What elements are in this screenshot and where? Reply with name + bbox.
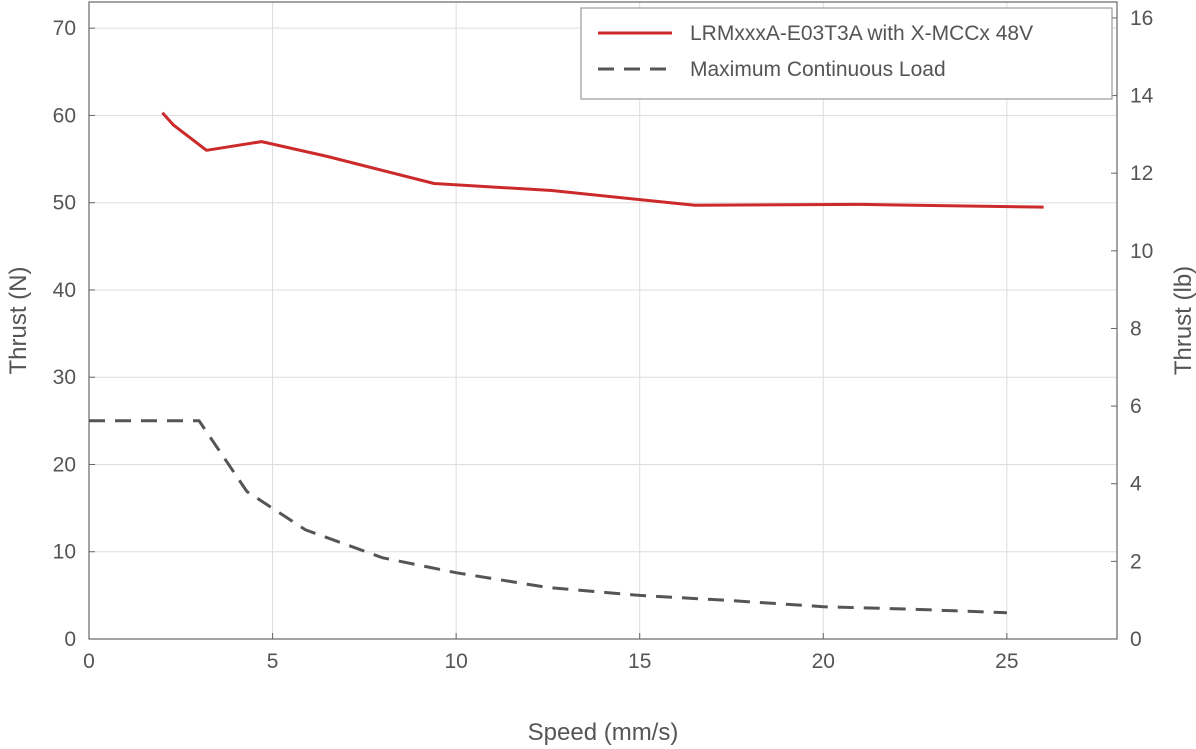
y2-tick-label: 4	[1130, 473, 1142, 496]
series-max-continuous-load-line	[89, 419, 1007, 615]
x-tick-label: 10	[444, 650, 467, 673]
y-axis-title: Thrust (N)	[5, 267, 32, 375]
y2-tick-label: 6	[1130, 395, 1142, 418]
y-tick-label: 30	[53, 366, 76, 389]
y-tick-label: 10	[53, 541, 76, 564]
x-tick-label: 25	[995, 650, 1018, 673]
y2-tick-label: 10	[1130, 240, 1153, 263]
x-tick-label: 0	[83, 650, 95, 673]
y-tick-label: 70	[53, 17, 76, 40]
x-tick-label: 5	[267, 650, 279, 673]
y2-tick-label: 16	[1130, 7, 1153, 30]
x-axis-title: Speed (mm/s)	[528, 719, 679, 746]
y2-tick-label: 14	[1130, 85, 1154, 108]
y2-tick-label: 2	[1130, 550, 1142, 573]
y-tick-label: 20	[53, 453, 76, 476]
legend-label-thrust: LRMxxxA-E03T3A with X-MCCx 48V	[690, 22, 1033, 45]
y-tick-label: 40	[53, 279, 76, 302]
legend-label-max-continuous-load: Maximum Continuous Load	[690, 58, 946, 81]
axis-ticks: 0 5 10 15 20 25 0 10 20 30 40 50 60 70 0 2 4 6 8 10 12 14 16	[53, 7, 1154, 673]
y2-tick-label: 12	[1130, 162, 1153, 185]
y-tick-label: 60	[53, 104, 76, 127]
y2-axis-title: Thrust (lb)	[1170, 266, 1196, 375]
y2-tick-label: 8	[1130, 317, 1142, 340]
y-tick-label: 0	[64, 628, 76, 651]
plot-frame	[88, 1, 1118, 640]
x-tick-label: 20	[812, 650, 835, 673]
series-thrust-line	[161, 111, 1044, 209]
legend: LRMxxxA-E03T3A with X-MCCx 48V Maximum C…	[580, 7, 1113, 100]
series	[89, 111, 1044, 615]
y-tick-label: 50	[53, 192, 76, 215]
x-tick-label: 15	[628, 650, 651, 673]
y2-tick-label: 0	[1130, 628, 1142, 651]
legend-box	[580, 7, 1113, 100]
